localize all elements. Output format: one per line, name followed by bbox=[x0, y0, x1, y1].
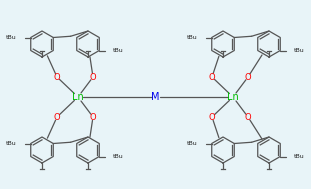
Text: tBu: tBu bbox=[187, 141, 198, 146]
Text: O: O bbox=[90, 112, 96, 122]
Text: O: O bbox=[54, 73, 60, 81]
Text: tBu: tBu bbox=[187, 35, 198, 40]
Text: O: O bbox=[209, 73, 215, 81]
Text: tBu: tBu bbox=[113, 48, 124, 53]
Text: Ln: Ln bbox=[72, 92, 84, 102]
Text: tBu: tBu bbox=[294, 154, 305, 159]
Text: O: O bbox=[209, 112, 215, 122]
Text: tBu: tBu bbox=[6, 35, 17, 40]
Text: O: O bbox=[90, 73, 96, 81]
Text: O: O bbox=[54, 112, 60, 122]
Text: Ln: Ln bbox=[227, 92, 239, 102]
Text: O: O bbox=[245, 112, 251, 122]
Text: tBu: tBu bbox=[294, 48, 305, 53]
Text: O: O bbox=[245, 73, 251, 81]
Text: M: M bbox=[151, 92, 160, 102]
Text: tBu: tBu bbox=[6, 141, 17, 146]
Text: tBu: tBu bbox=[113, 154, 124, 159]
